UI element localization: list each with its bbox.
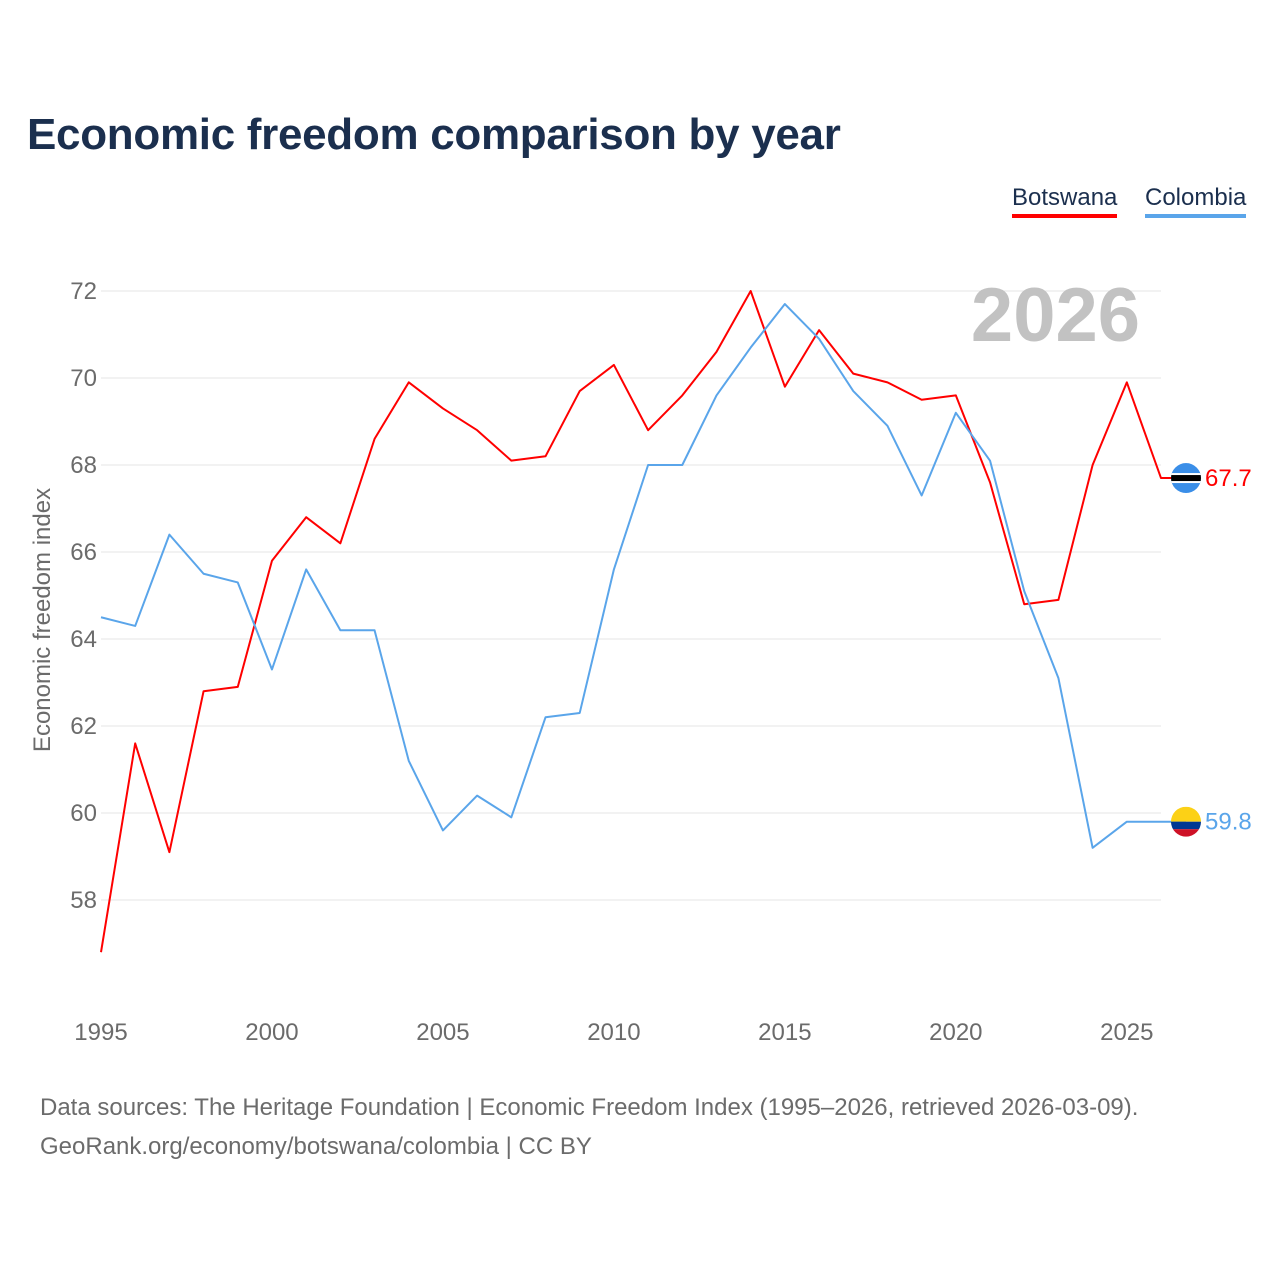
source-line-2[interactable]: GeoRank.org/economy/botswana/colombia | … [40, 1133, 592, 1160]
end-value-label-botswana: 67.7 [1205, 465, 1252, 492]
x-tick-label: 2005 [416, 1019, 469, 1046]
y-tick-label: 60 [70, 800, 97, 827]
y-tick-label: 68 [70, 452, 97, 479]
y-tick-label: 58 [70, 887, 97, 914]
x-tick-label: 2000 [245, 1019, 298, 1046]
x-tick-label: 2020 [929, 1019, 982, 1046]
series-line-botswana[interactable] [100, 290, 1186, 953]
chart-title: Economic freedom comparison by year [27, 110, 841, 159]
source-note: Data sources: The Heritage Foundation | … [40, 1088, 1138, 1166]
y-axis-label: Economic freedom index [29, 488, 56, 752]
year-watermark: 2026 [971, 273, 1140, 358]
botswana-flag-icon [1171, 463, 1201, 494]
x-tick-label: 2015 [758, 1019, 811, 1046]
x-tick-label: 2010 [587, 1019, 640, 1046]
end-value-label-colombia: 59.8 [1205, 809, 1252, 836]
y-tick-label: 62 [70, 713, 97, 740]
legend-botswana[interactable]: Botswana [1012, 184, 1118, 218]
x-tick-label: 2025 [1100, 1019, 1153, 1046]
colombia-flag-icon [1171, 806, 1201, 837]
y-tick-label: 72 [70, 278, 97, 305]
y-tick-label: 66 [70, 539, 97, 566]
x-tick-label: 1995 [74, 1019, 127, 1046]
series-line-colombia[interactable] [100, 303, 1186, 849]
y-tick-label: 70 [70, 365, 97, 392]
source-line-1: Data sources: The Heritage Foundation | … [40, 1094, 1139, 1121]
legend-colombia[interactable]: Colombia [1145, 184, 1247, 218]
y-tick-label: 64 [70, 626, 97, 653]
